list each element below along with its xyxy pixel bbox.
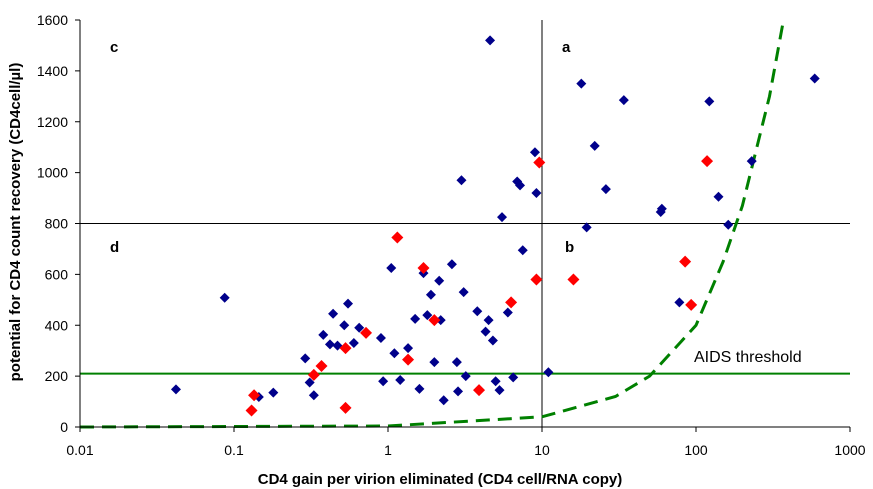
y-tick-label: 1200 (37, 114, 68, 130)
quadrant-label-d: d (110, 239, 119, 256)
y-tick-label: 600 (45, 266, 69, 282)
y-axis-title: potential for CD4 count recovery (CD4cel… (7, 63, 24, 382)
x-tick-label: 0.01 (66, 442, 93, 458)
y-tick-label: 800 (45, 216, 69, 232)
y-tick-label: 0 (60, 419, 68, 435)
y-tick-label: 1000 (37, 165, 68, 181)
y-tick-label: 1400 (37, 63, 68, 79)
quadrant-label-b: b (565, 239, 574, 256)
x-tick-label: 1000 (834, 442, 865, 458)
y-tick-label: 1600 (37, 12, 68, 28)
aids-threshold-label: AIDS threshold (694, 349, 802, 366)
y-tick-label: 200 (45, 368, 69, 384)
quadrant-label-c: c (110, 39, 118, 56)
y-tick-label: 400 (45, 317, 69, 333)
x-tick-label: 1 (384, 442, 392, 458)
x-axis-title: CD4 gain per virion eliminated (CD4 cell… (258, 471, 623, 488)
quadrant-label-a: a (562, 39, 571, 56)
x-tick-label: 0.1 (224, 442, 244, 458)
x-tick-label: 100 (684, 442, 708, 458)
x-tick-label: 10 (534, 442, 550, 458)
